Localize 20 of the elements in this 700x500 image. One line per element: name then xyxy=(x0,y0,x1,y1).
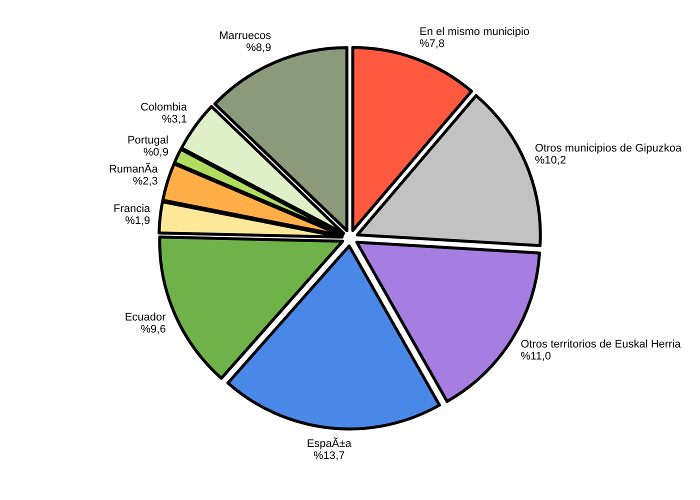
data-label: %2,3 xyxy=(132,175,158,188)
slice-label: Portugal xyxy=(127,134,168,147)
slice-label: Ecuador xyxy=(124,311,166,324)
data-label: %8,9 xyxy=(246,42,272,54)
data-label: %0,9 xyxy=(143,146,168,159)
data-label: %11,0 xyxy=(520,350,552,363)
slice-label: RumanÃa xyxy=(108,162,159,176)
data-label: %9,6 xyxy=(140,323,166,336)
slice-label: EspaÃ±a xyxy=(306,436,352,450)
slice-label: Francia xyxy=(114,202,152,215)
data-label: %13,7 xyxy=(314,450,345,462)
data-label: %1,9 xyxy=(125,214,150,227)
slice-label: Otros territorios de Euskal Herria xyxy=(520,338,682,351)
data-label: %3,1 xyxy=(162,113,187,126)
slice-label: Colombia xyxy=(140,101,188,114)
data-label: %10,2 xyxy=(534,154,566,166)
slice-label: Marruecos xyxy=(219,30,272,42)
data-label: %7,8 xyxy=(420,38,445,50)
slice-label: Otros municipios de Gipuzkoa xyxy=(534,142,683,154)
slice-label: En el mismo municipio xyxy=(420,26,530,38)
